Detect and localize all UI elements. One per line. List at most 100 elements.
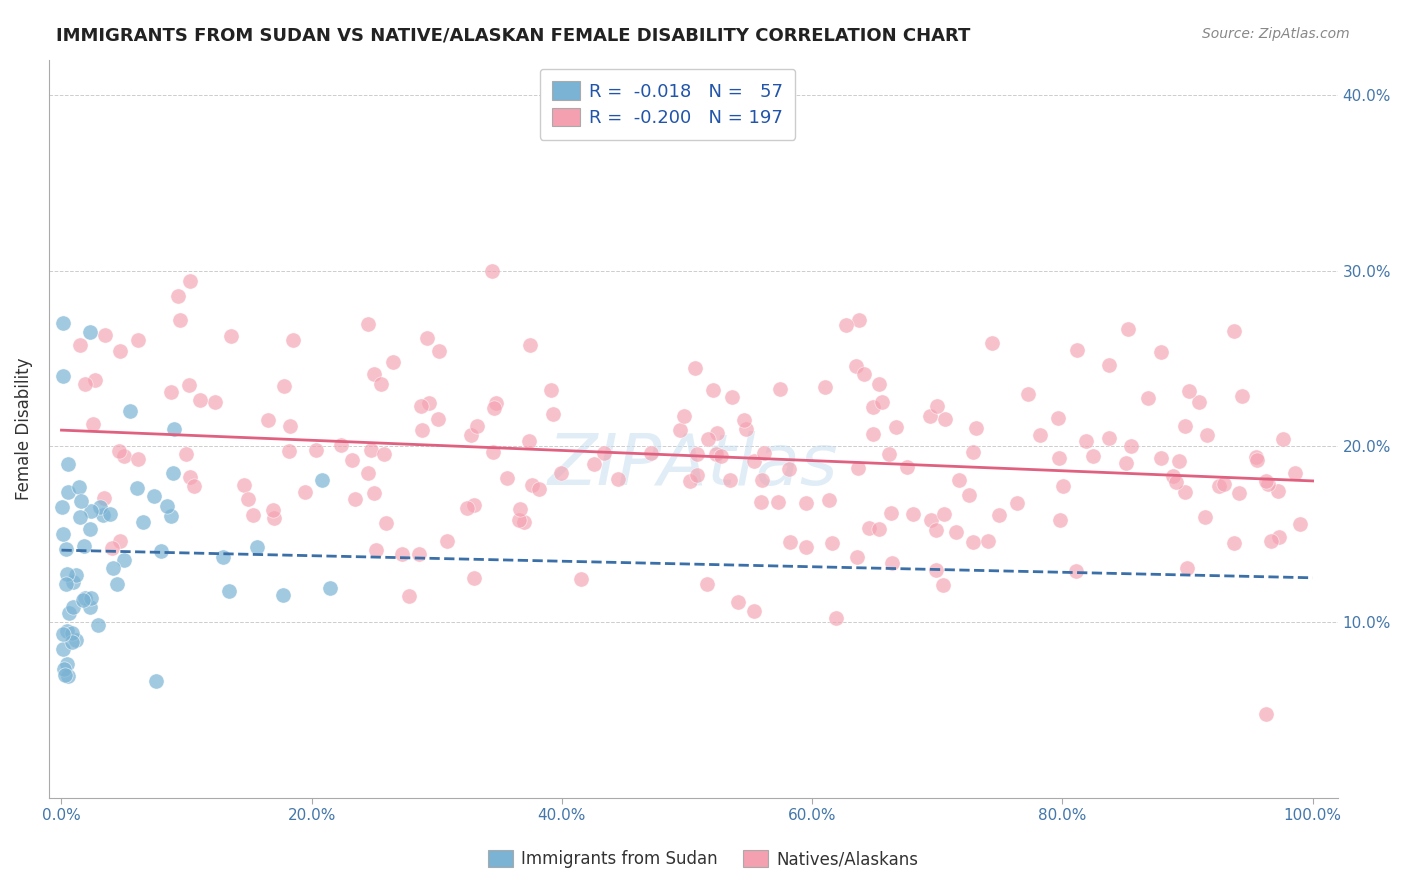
- Point: [167, 289, 190, 303]
- Point: [541, 407, 564, 421]
- Point: [80, 591, 103, 605]
- Point: [188, 392, 211, 407]
- Point: [127, 452, 149, 467]
- Point: [685, 467, 707, 482]
- Point: [1136, 392, 1159, 406]
- Point: [877, 447, 900, 461]
- Point: [1047, 450, 1070, 465]
- Point: [98, 507, 121, 521]
- Point: [56, 668, 79, 682]
- Point: [1081, 449, 1104, 463]
- Point: [779, 535, 801, 549]
- Point: [305, 442, 328, 457]
- Point: [903, 507, 925, 521]
- Point: [868, 522, 890, 536]
- Point: [1029, 428, 1052, 442]
- Point: [1254, 707, 1277, 722]
- Point: [706, 426, 728, 441]
- Point: [920, 513, 942, 527]
- Point: [465, 418, 488, 433]
- Point: [340, 453, 363, 467]
- Legend: Immigrants from Sudan, Natives/Alaskans: Immigrants from Sudan, Natives/Alaskans: [481, 843, 925, 875]
- Point: [409, 399, 432, 413]
- Point: [418, 396, 440, 410]
- Text: IMMIGRANTS FROM SUDAN VS NATIVE/ALASKAN FEMALE DISABILITY CORRELATION CHART: IMMIGRANTS FROM SUDAN VS NATIVE/ALASKAN …: [56, 27, 970, 45]
- Point: [263, 510, 285, 524]
- Point: [845, 359, 868, 373]
- Point: [360, 442, 382, 457]
- Point: [60, 625, 83, 640]
- Point: [1066, 343, 1088, 357]
- Point: [697, 432, 720, 446]
- Point: [550, 467, 572, 481]
- Legend: R =  -0.018   N =   57, R =  -0.200   N = 197: R = -0.018 N = 57, R = -0.200 N = 197: [540, 69, 796, 140]
- Point: [769, 382, 792, 396]
- Point: [846, 461, 869, 475]
- Point: [683, 361, 706, 376]
- Point: [169, 312, 191, 326]
- Point: [62, 574, 84, 589]
- Point: [1052, 479, 1074, 493]
- Point: [1197, 428, 1219, 442]
- Point: [52, 527, 75, 541]
- Point: [862, 427, 884, 442]
- Point: [204, 394, 226, 409]
- Point: [75, 376, 97, 391]
- Point: [710, 450, 733, 464]
- Point: [56, 624, 79, 639]
- Point: [127, 333, 149, 347]
- Point: [934, 412, 956, 426]
- Point: [460, 428, 482, 442]
- Point: [456, 501, 478, 516]
- Point: [73, 591, 96, 606]
- Point: [1150, 450, 1173, 465]
- Point: [640, 446, 662, 460]
- Point: [1222, 324, 1244, 338]
- Point: [821, 536, 844, 550]
- Point: [100, 541, 122, 556]
- Point: [962, 444, 984, 458]
- Point: [162, 466, 184, 480]
- Point: [58, 458, 80, 472]
- Point: [593, 446, 616, 460]
- Point: [52, 642, 75, 657]
- Point: [271, 588, 294, 602]
- Point: [977, 534, 1000, 549]
- Point: [1161, 468, 1184, 483]
- Point: [962, 535, 984, 549]
- Point: [1098, 359, 1121, 373]
- Point: [294, 484, 316, 499]
- Point: [834, 318, 856, 332]
- Point: [56, 657, 79, 672]
- Point: [82, 417, 104, 431]
- Point: [766, 495, 789, 509]
- Point: [679, 474, 702, 488]
- Point: [1175, 561, 1198, 575]
- Point: [273, 379, 295, 393]
- Point: [58, 607, 80, 621]
- Point: [69, 510, 91, 524]
- Point: [357, 318, 380, 332]
- Point: [236, 492, 259, 507]
- Point: [79, 522, 101, 536]
- Point: [179, 378, 201, 392]
- Point: [65, 633, 87, 648]
- Point: [824, 611, 846, 625]
- Point: [149, 544, 172, 558]
- Point: [673, 409, 696, 423]
- Point: [1230, 389, 1253, 403]
- Point: [411, 423, 433, 437]
- Point: [125, 481, 148, 495]
- Point: [120, 404, 142, 418]
- Point: [51, 500, 73, 514]
- Point: [1167, 454, 1189, 468]
- Point: [918, 409, 941, 423]
- Point: [702, 383, 724, 397]
- Point: [848, 313, 870, 327]
- Point: [357, 466, 380, 480]
- Point: [174, 447, 197, 461]
- Point: [256, 412, 278, 426]
- Y-axis label: Female Disability: Female Disability: [15, 358, 32, 500]
- Point: [277, 444, 299, 458]
- Point: [73, 539, 96, 553]
